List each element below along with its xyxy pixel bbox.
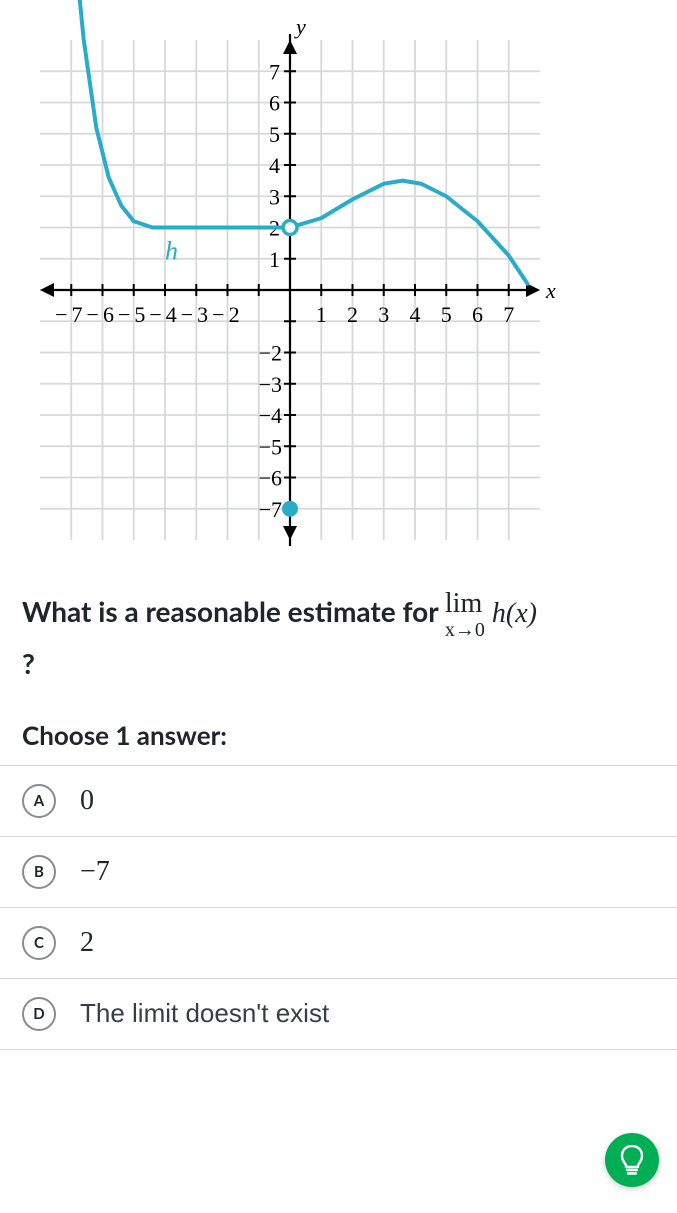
svg-text:5: 5 [269,122,280,147]
svg-text:1: 1 [269,247,280,272]
answer-radio[interactable]: C [22,926,56,960]
answer-radio[interactable]: D [22,997,56,1031]
answer-radio[interactable]: B [22,855,56,889]
svg-text:3: 3 [269,184,280,209]
svg-text:5: 5 [441,302,452,327]
limit-function: h(x) [492,598,537,629]
choose-label: Choose 1 answer: [0,693,677,765]
svg-text:−2: −2 [259,341,282,366]
answer-option[interactable]: D The limit doesn't exist [0,979,677,1050]
hint-button[interactable] [605,1133,659,1187]
answer-text: −7 [80,856,110,888]
answer-text: 0 [80,785,94,817]
graph-svg: yx1234567−2−3−4−5−6−7−7−6−5−4−3−21234567… [20,0,580,555]
question-prefix: What is a reasonable estimate for [22,594,445,628]
answer-radio[interactable]: A [22,784,56,818]
answer-text: The limit doesn't exist [80,998,329,1029]
svg-text:3: 3 [378,302,389,327]
svg-text:x: x [545,278,556,303]
svg-text:6: 6 [269,91,280,116]
svg-text:−5: −5 [259,434,282,459]
lightbulb-icon [619,1145,645,1175]
svg-text:−6: −6 [259,466,282,491]
question-text: What is a reasonable estimate for lim x→… [0,555,677,693]
svg-text:4: 4 [410,302,421,327]
svg-text:1: 1 [316,302,327,327]
svg-text:h: h [165,237,178,266]
answer-option[interactable]: A0 [0,766,677,837]
question-math: lim x→0 h(x) [445,598,537,629]
answer-option[interactable]: C2 [0,908,677,979]
answers-list: A0 B −7 C2 D The limit doesn't exist [0,765,677,1050]
svg-text:6: 6 [472,302,483,327]
svg-text:−7: −7 [259,497,282,522]
svg-text:2: 2 [347,302,358,327]
svg-text:4: 4 [269,153,280,178]
svg-text:−4: −4 [259,403,282,428]
svg-text:y: y [294,14,306,39]
svg-text:7: 7 [503,302,514,327]
svg-text:−3: −3 [259,372,282,397]
limit-symbol: lim [445,588,482,619]
graph-container: yx1234567−2−3−4−5−6−7−7−6−5−4−3−21234567… [0,0,677,555]
answer-option[interactable]: B −7 [0,837,677,908]
limit-subscript: x→0 [445,621,485,639]
answer-text: 2 [80,927,94,959]
question-suffix: ? [22,645,655,683]
svg-text:−7−6−5−4−3−2: −7−6−5−4−3−2 [55,302,243,327]
svg-text:7: 7 [269,59,280,84]
